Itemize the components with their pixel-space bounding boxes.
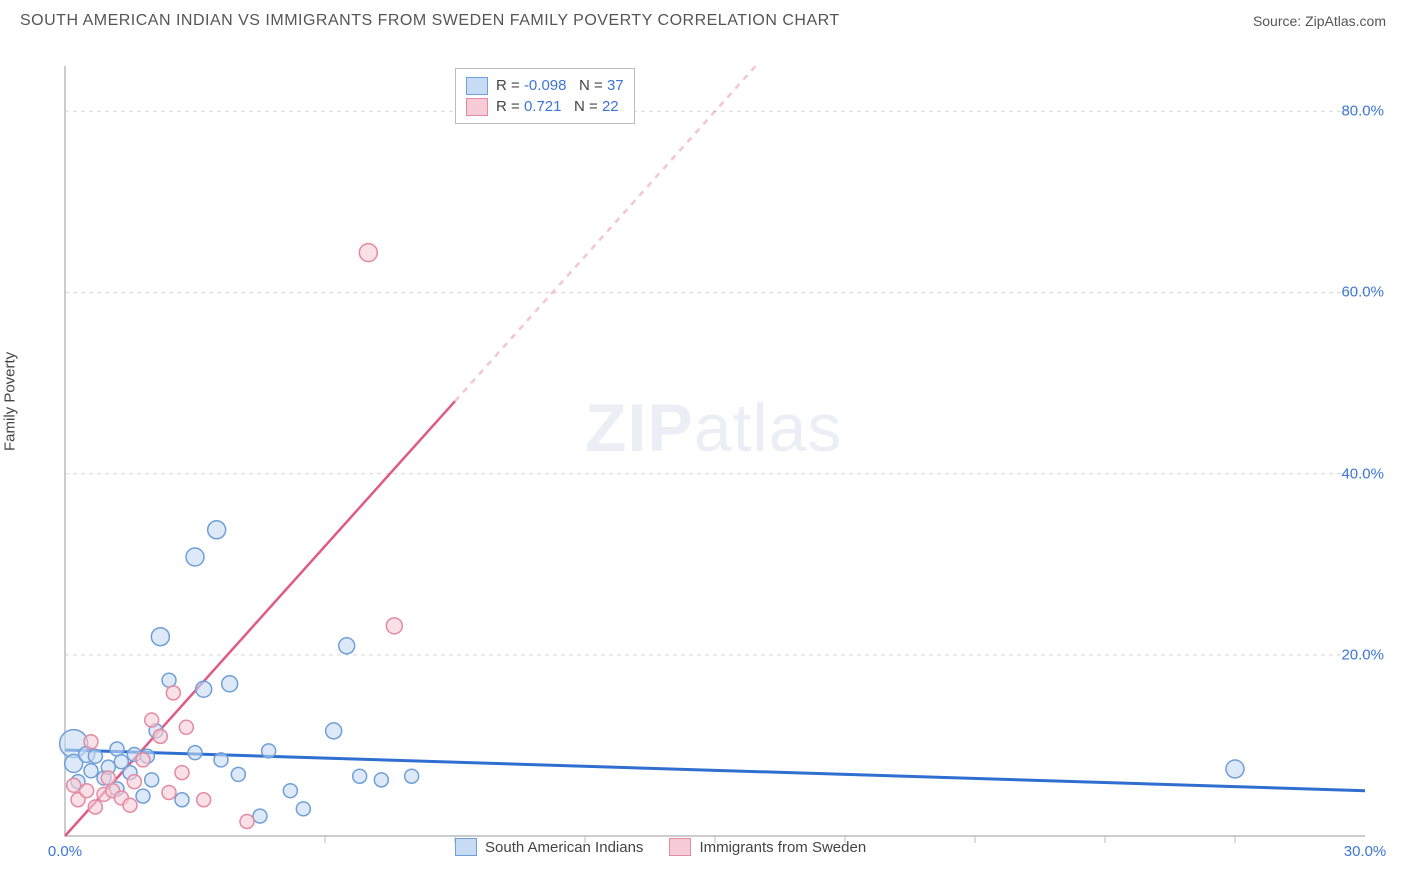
y-tick-label: 20.0% xyxy=(1341,646,1384,663)
legend-swatch-icon xyxy=(466,98,488,116)
legend-label: South American Indians xyxy=(485,839,643,856)
stats-row: R = 0.721 N = 22 xyxy=(466,96,624,117)
y-tick-label: 60.0% xyxy=(1341,284,1384,301)
series-legend: South American Indians Immigrants from Sw… xyxy=(455,838,866,856)
legend-swatch-icon xyxy=(466,77,488,95)
x-tick-label: 0.0% xyxy=(48,843,82,860)
legend-swatch-icon xyxy=(669,838,691,856)
legend-label: Immigrants from Sweden xyxy=(699,839,866,856)
chart-area: Family Poverty ZIPatlas R = -0.098 N = 3… xyxy=(20,46,1386,856)
y-tick-label: 80.0% xyxy=(1341,103,1384,120)
y-tick-label: 40.0% xyxy=(1341,465,1384,482)
legend-item: Immigrants from Sweden xyxy=(669,838,866,856)
x-tick-label: 30.0% xyxy=(1344,843,1387,860)
stats-row: R = -0.098 N = 37 xyxy=(466,75,624,96)
y-axis-label: Family Poverty xyxy=(2,352,19,451)
legend-swatch-icon xyxy=(455,838,477,856)
chart-title: SOUTH AMERICAN INDIAN VS IMMIGRANTS FROM… xyxy=(20,12,840,30)
scatter-plot-svg xyxy=(20,46,1385,856)
stats-legend: R = -0.098 N = 37R = 0.721 N = 22 xyxy=(455,68,635,124)
legend-item: South American Indians xyxy=(455,838,643,856)
source-label: Source: ZipAtlas.com xyxy=(1253,13,1386,29)
